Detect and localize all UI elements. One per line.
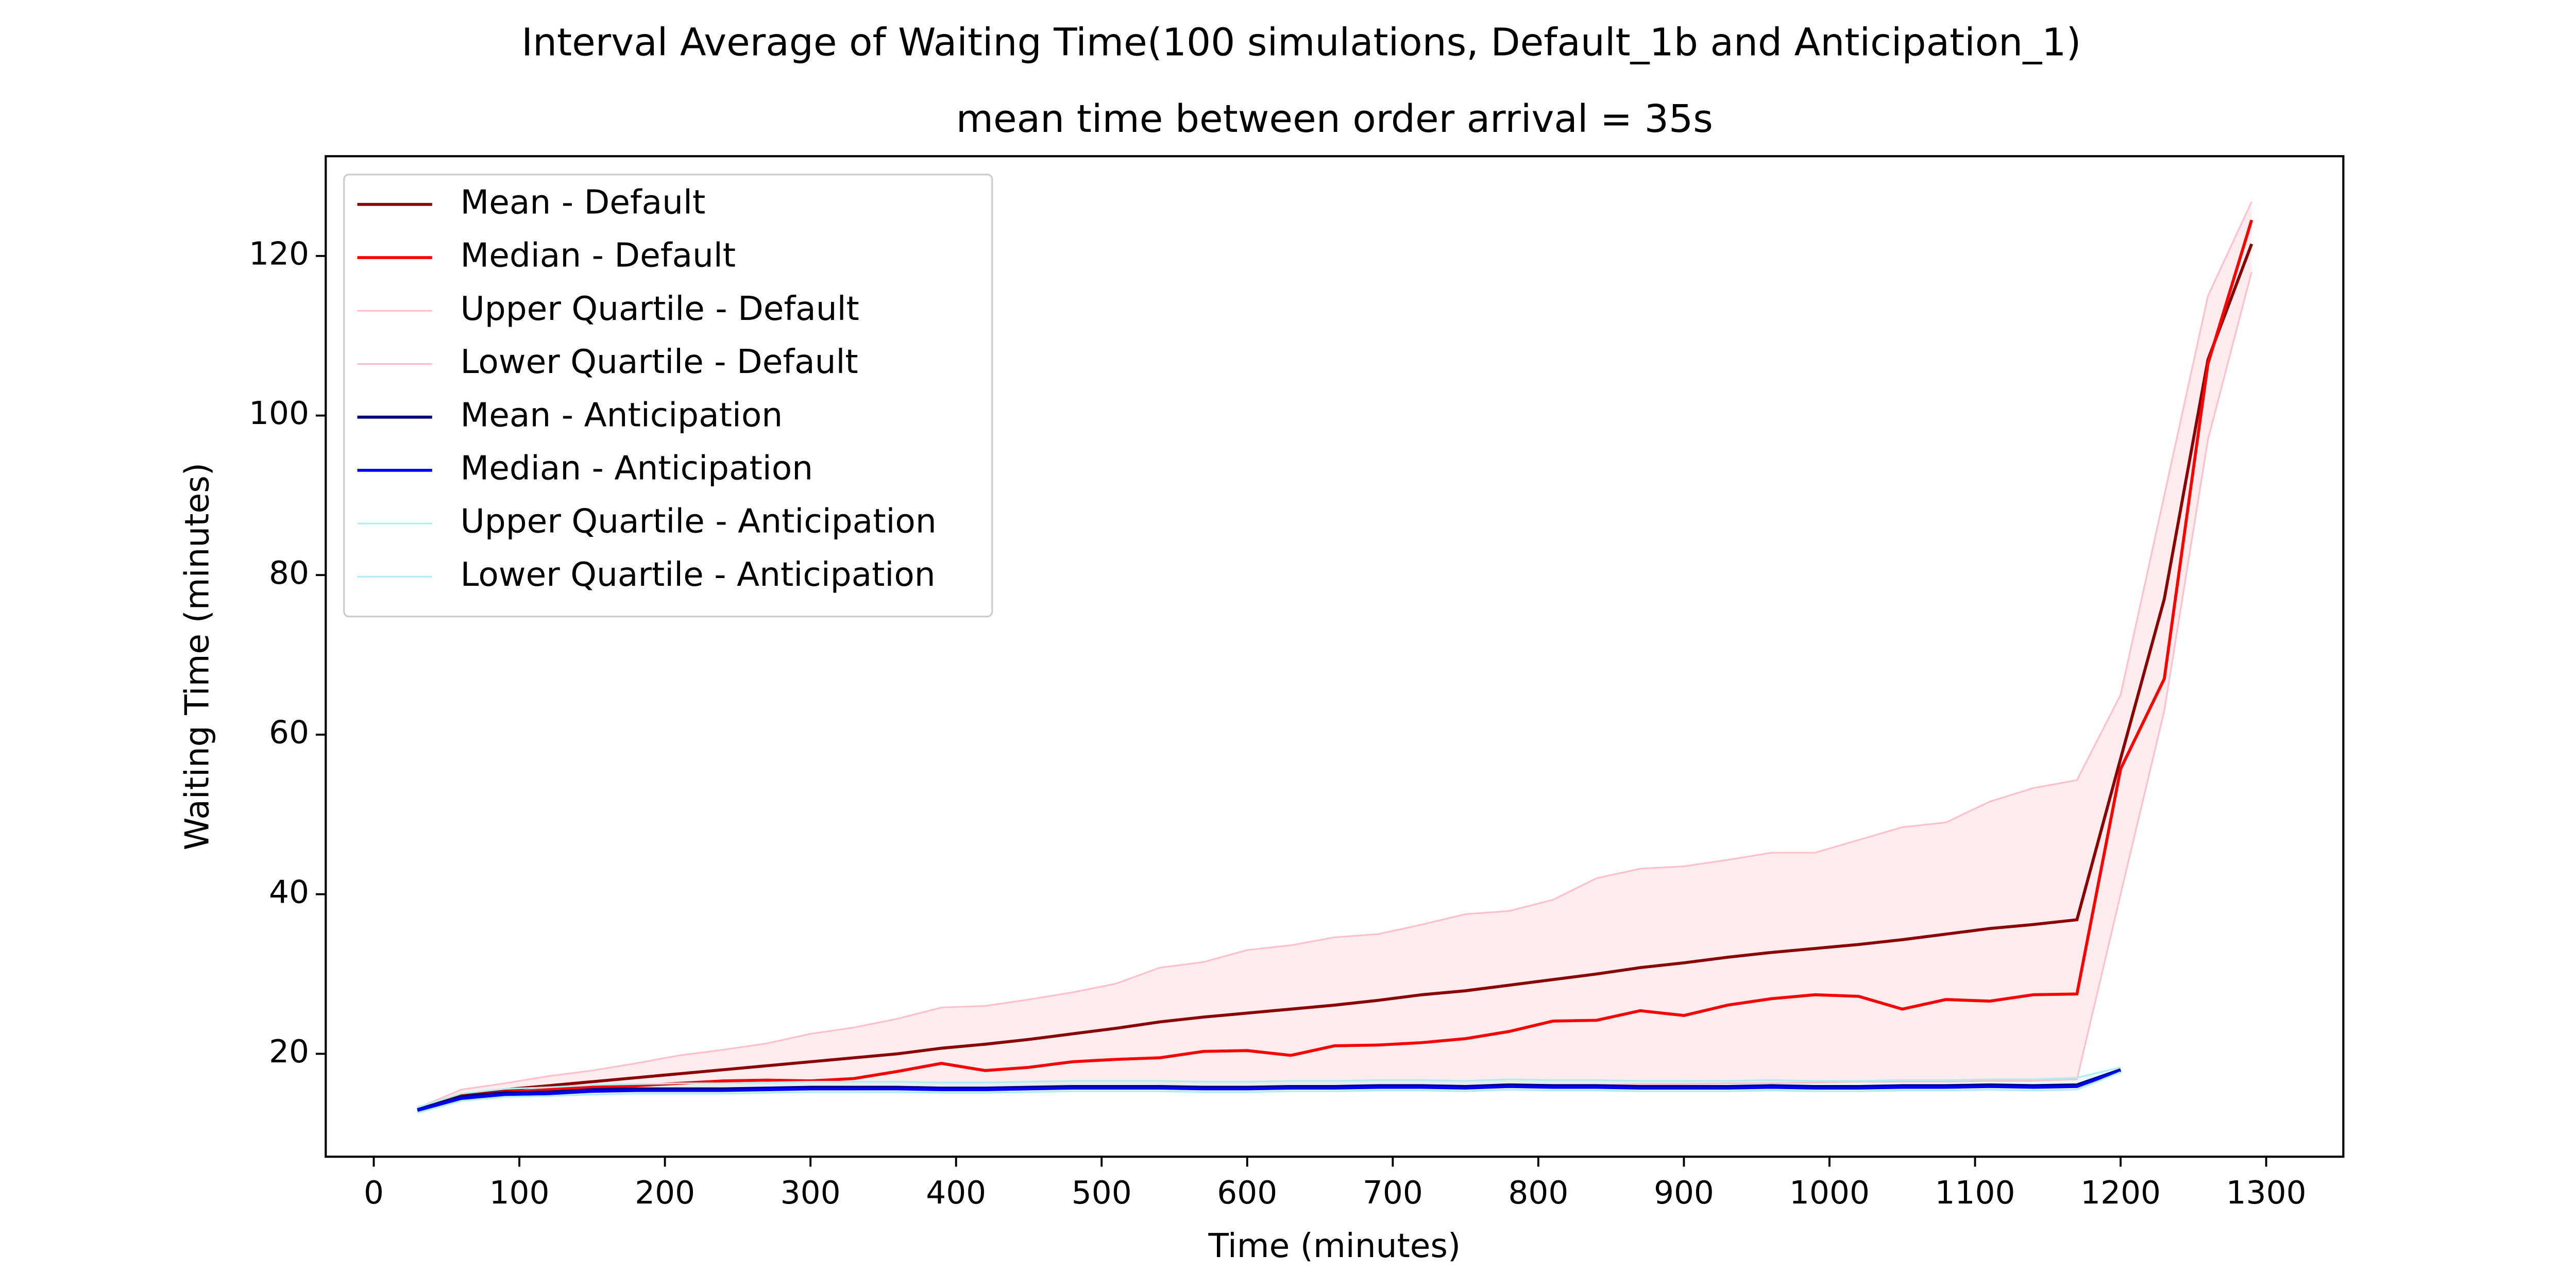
- legend-label: Median - Default: [461, 236, 736, 275]
- series-line: [417, 219, 2253, 1111]
- x-tick-label: 1100: [1935, 1175, 2015, 1211]
- series-line: [417, 1066, 2121, 1108]
- x-tick-label: 700: [1363, 1175, 1423, 1211]
- series-line: [417, 1071, 2121, 1114]
- legend-label: Mean - Anticipation: [461, 396, 783, 434]
- x-tick-label: 100: [489, 1175, 550, 1211]
- x-tick-label: 900: [1654, 1175, 1714, 1211]
- x-tick-label: 400: [926, 1175, 986, 1211]
- legend-label: Lower Quartile - Anticipation: [461, 555, 936, 594]
- x-tick-label: 500: [1072, 1175, 1132, 1211]
- x-tick-label: 600: [1217, 1175, 1277, 1211]
- chart-title: Interval Average of Waiting Time(100 sim…: [521, 21, 2081, 65]
- legend-label: Median - Anticipation: [461, 449, 813, 487]
- x-tick-label: 800: [1508, 1175, 1568, 1211]
- y-tick-label: 100: [249, 395, 309, 432]
- x-tick-label: 300: [781, 1175, 841, 1211]
- x-tick-label: 1000: [1789, 1175, 1870, 1211]
- legend-label: Upper Quartile - Default: [461, 290, 859, 328]
- y-tick-label: 60: [269, 715, 309, 751]
- series-line: [417, 201, 2252, 1109]
- quartile-band: [417, 1067, 2121, 1113]
- quartile-band: [417, 201, 2252, 1111]
- y-tick-label: 20: [269, 1033, 309, 1070]
- x-axis-label: Time (minutes): [1208, 1227, 1461, 1265]
- legend-box: [343, 174, 993, 618]
- plot-frame: [325, 155, 2345, 1158]
- legend-label: Mean - Default: [461, 183, 706, 222]
- y-tick-label: 120: [249, 235, 309, 272]
- y-tick-label: 40: [269, 874, 309, 910]
- y-tick-label: 80: [269, 555, 309, 591]
- legend-label: Lower Quartile - Default: [461, 343, 858, 381]
- x-tick-label: 200: [635, 1175, 695, 1211]
- series-line: [417, 1068, 2122, 1111]
- x-tick-label: 1300: [2226, 1175, 2307, 1211]
- legend-label: Upper Quartile - Anticipation: [461, 502, 937, 541]
- x-tick-label: 0: [364, 1175, 384, 1211]
- x-tick-label: 1200: [2080, 1175, 2161, 1211]
- chart-subtitle: mean time between order arrival = 35s: [956, 97, 1713, 141]
- series-line: [417, 1069, 2122, 1112]
- y-axis-label: Waiting Time (minutes): [178, 463, 217, 850]
- series-line: [417, 243, 2253, 1111]
